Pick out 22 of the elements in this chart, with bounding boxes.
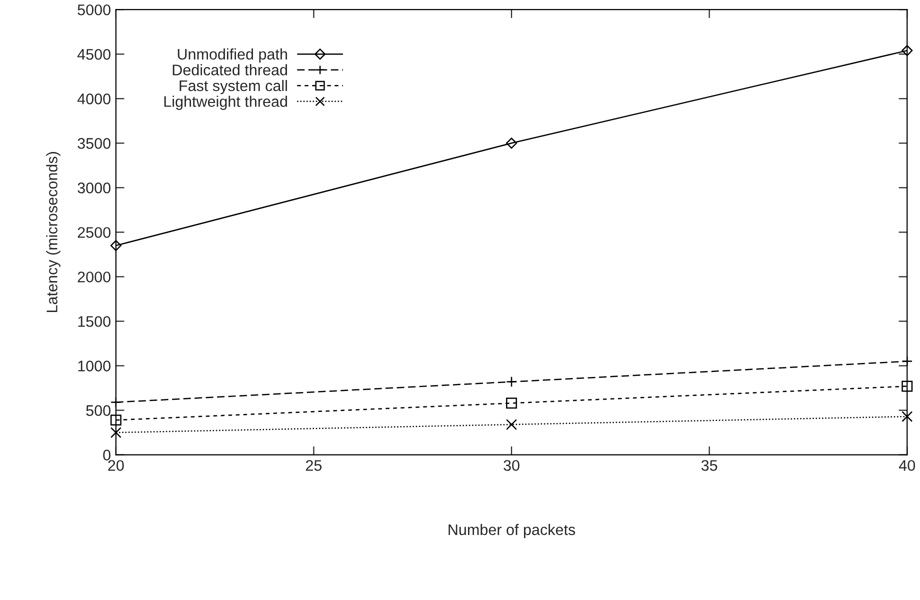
legend-label: Fast system call xyxy=(180,80,287,94)
x-tick-label: 30 xyxy=(504,460,520,471)
legend-label: Unmodified path xyxy=(178,48,287,63)
y-tick-label: 5000 xyxy=(78,4,110,16)
x-axis-title: Number of packets xyxy=(448,524,576,538)
y-tick-label: 2500 xyxy=(78,227,110,238)
x-tick-label: 40 xyxy=(898,460,916,471)
legend-label: Lightweight thread xyxy=(164,96,287,110)
y-tick-label: 1500 xyxy=(78,316,110,327)
y-tick-label: 3500 xyxy=(78,138,110,149)
y-tick-label: 4500 xyxy=(77,48,110,60)
y-tick-label: 2000 xyxy=(78,272,110,282)
y-tick-label: 3000 xyxy=(78,182,110,194)
legend-label: Dedicated thread xyxy=(172,64,287,76)
y-tick-label: 500 xyxy=(86,405,110,416)
y-axis-title: Latency (microseconds) xyxy=(46,152,60,312)
y-tick-label: 1000 xyxy=(78,360,110,372)
x-tick-label: 25 xyxy=(306,460,322,471)
x-tick-label: 20 xyxy=(108,460,124,471)
y-tick-label: 0 xyxy=(103,450,110,460)
x-tick-label: 35 xyxy=(701,460,718,471)
y-tick-label: 4000 xyxy=(77,94,110,104)
